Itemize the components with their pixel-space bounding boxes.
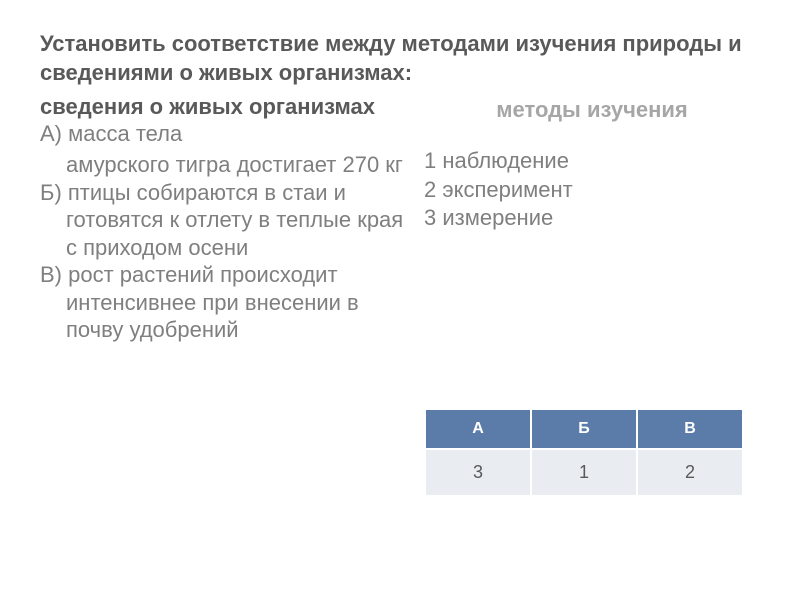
- method-1: 1 наблюдение: [424, 147, 760, 176]
- fact-a-line1: А) масса тела: [40, 120, 182, 148]
- facts-column: сведения о живых организмах А) масса тел…: [40, 93, 404, 497]
- slide-title: Установить соответствие между методами и…: [40, 30, 760, 87]
- method-3: 3 измерение: [424, 204, 760, 233]
- answer-c: 2: [637, 449, 743, 496]
- facts-heading-overlap: сведения о живых организмах А) масса тел…: [40, 93, 404, 149]
- col-header-b: Б: [531, 409, 637, 449]
- answer-a: 3: [425, 449, 531, 496]
- method-2: 2 эксперимент: [424, 176, 760, 205]
- answer-table-container: А Б В 3 1 2: [424, 408, 744, 497]
- table-header-row: А Б В: [425, 409, 743, 449]
- col-header-a: А: [425, 409, 531, 449]
- content-columns: сведения о живых организмах А) масса тел…: [40, 93, 760, 497]
- answer-b: 1: [531, 449, 637, 496]
- fact-c: В) рост растений происходит интенсивнее …: [40, 261, 404, 344]
- methods-column: методы изучения 1 наблюдение 2 экспериме…: [424, 93, 760, 497]
- answer-table: А Б В 3 1 2: [424, 408, 744, 497]
- fact-b: Б) птицы собираются в стаи и готовятся к…: [40, 179, 404, 262]
- fact-a-continuation: амурского тигра достигает 270 кг: [40, 151, 404, 179]
- table-row: 3 1 2: [425, 449, 743, 496]
- methods-heading: методы изучения: [424, 97, 760, 123]
- col-header-c: В: [637, 409, 743, 449]
- facts-heading: сведения о живых организмах: [40, 93, 375, 121]
